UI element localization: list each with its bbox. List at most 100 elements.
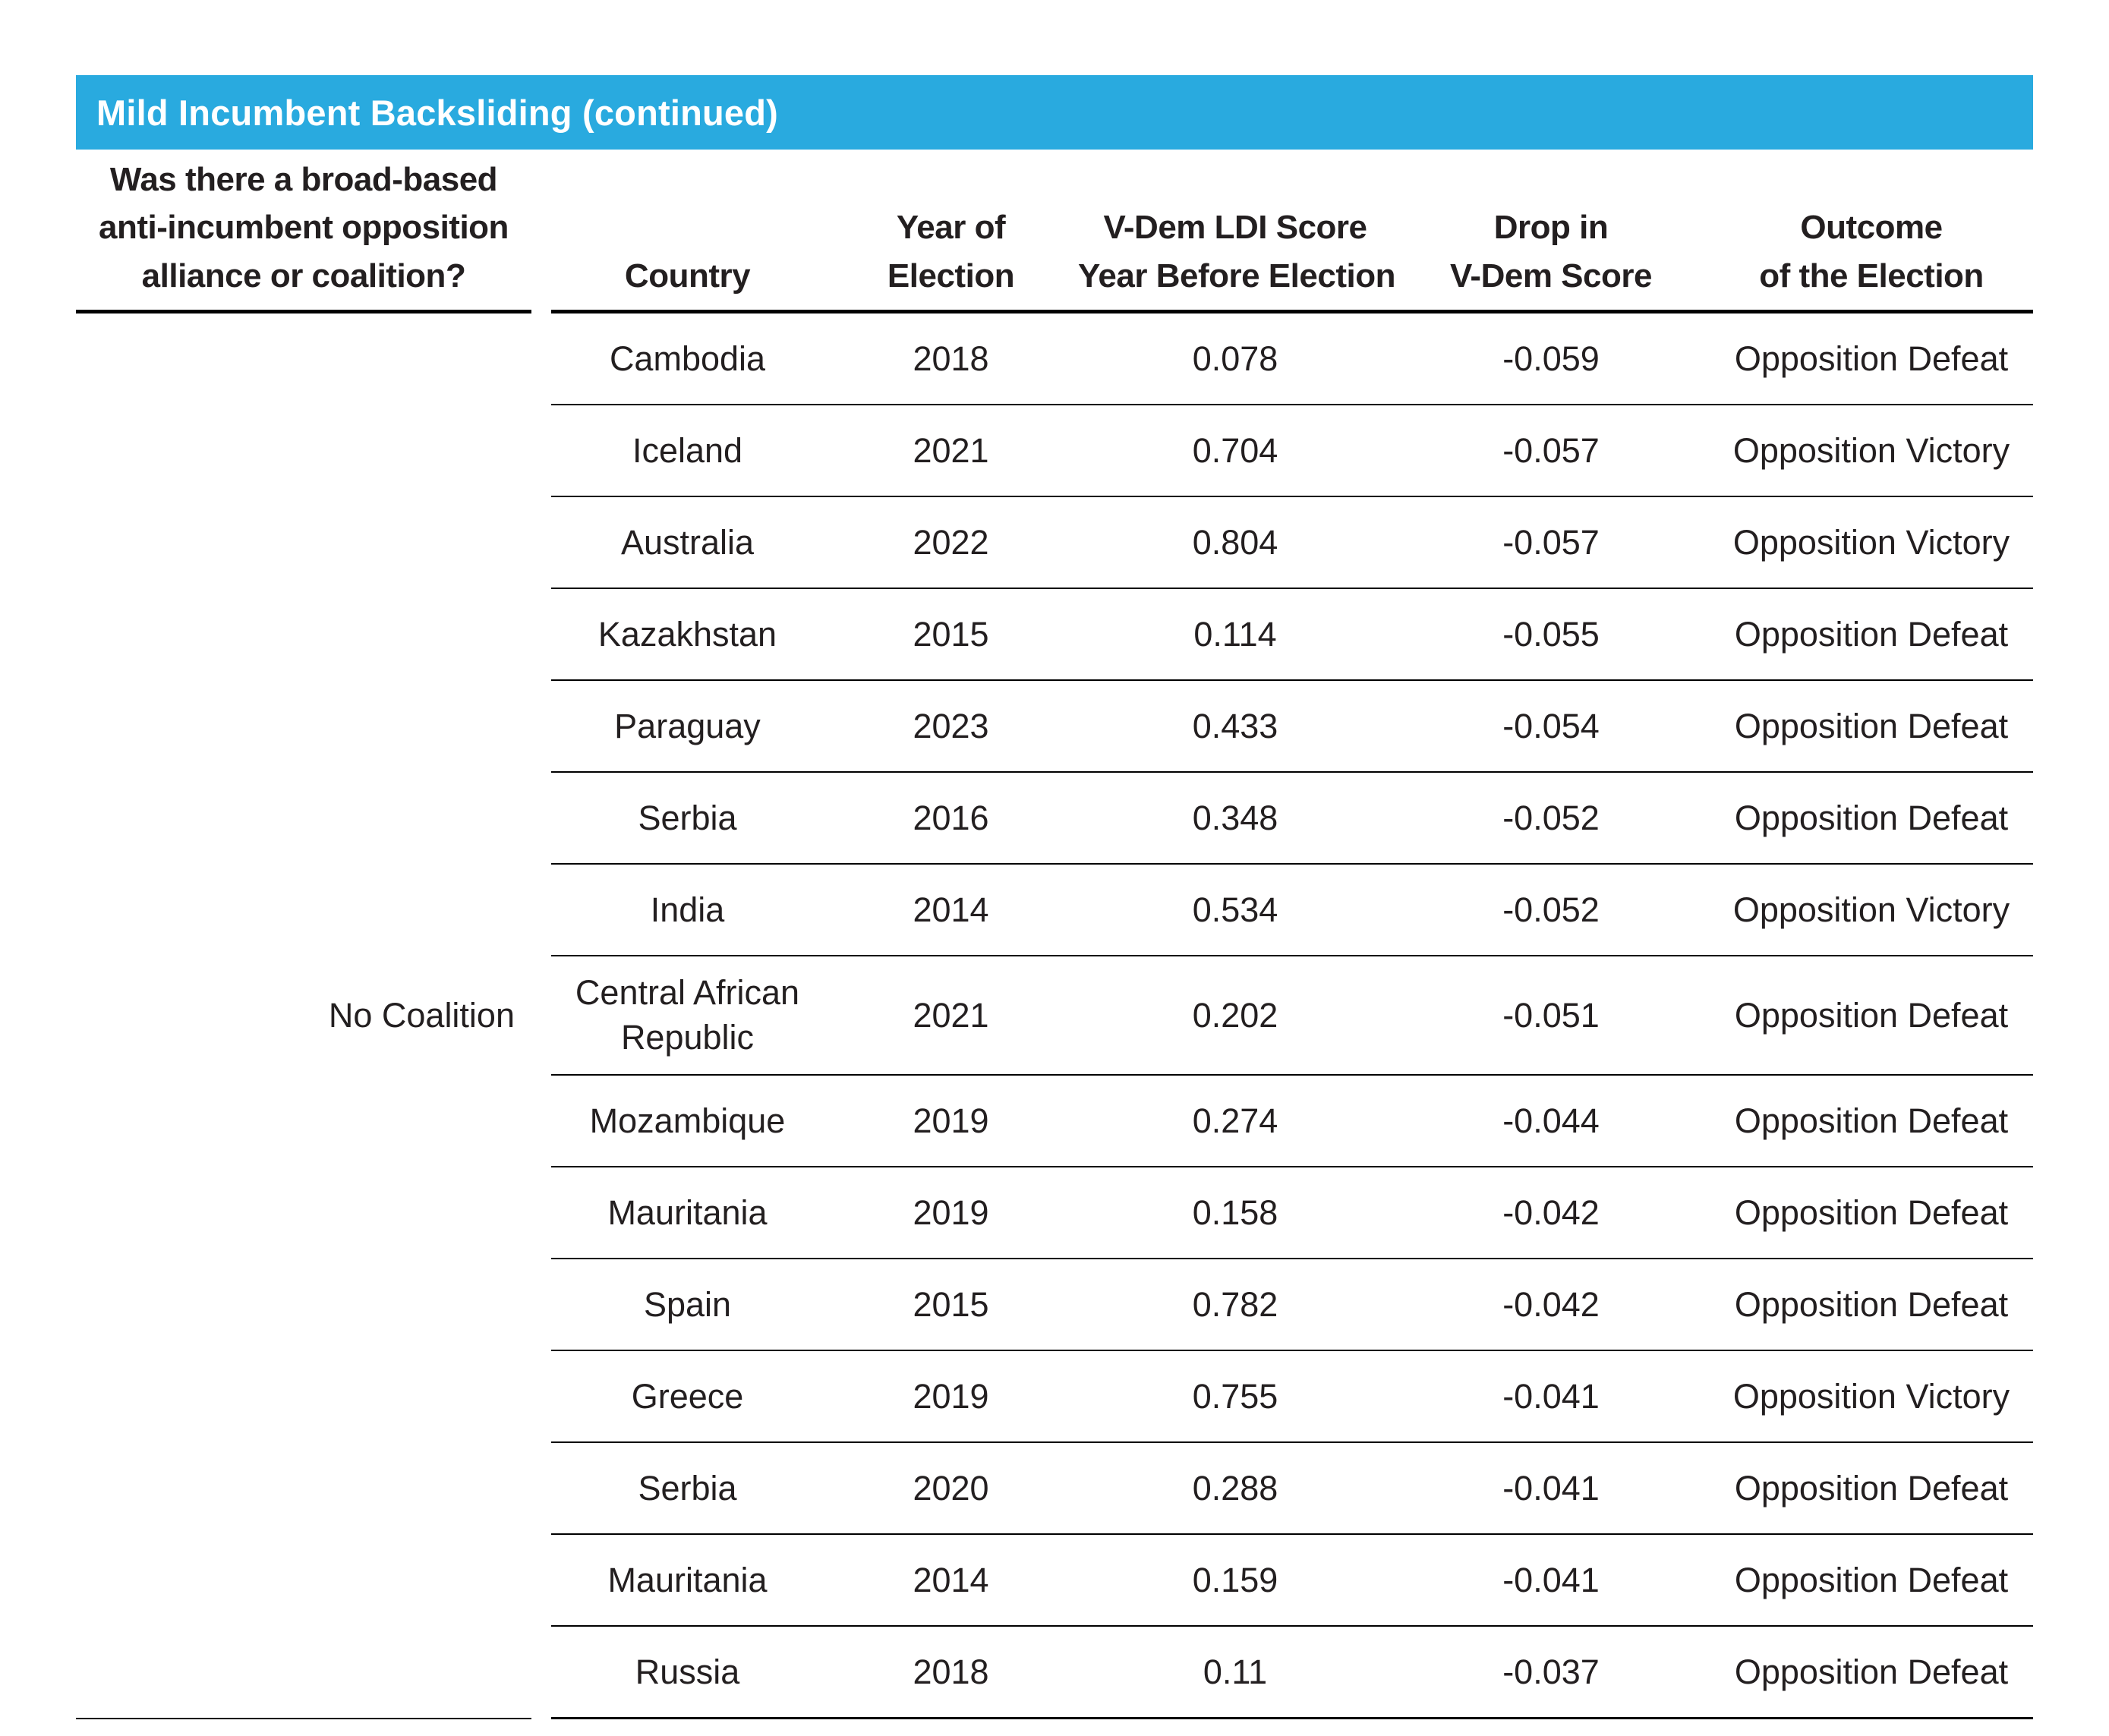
cell-election-year: 2016 [913, 798, 989, 837]
cell-country: Iceland [632, 430, 743, 470]
cell-election-year: 2021 [913, 995, 989, 1035]
cell-ldi-score: 0.078 [1192, 339, 1278, 378]
cell-outcome: Opposition Defeat [1734, 1101, 2009, 1140]
cell-outcome: Opposition Victory [1732, 430, 2010, 470]
table-row: Paraguay 2023 0.433 -0.054 Opposition De… [551, 679, 2033, 771]
cell-election-year: 2015 [913, 614, 989, 654]
table-header-row: Country Year of Election V-Dem LDI Score… [551, 150, 2033, 313]
table-row: India 2014 0.534 -0.052 Opposition Victo… [551, 863, 2033, 955]
table-title: Mild Incumbent Backsliding (continued) [96, 92, 779, 133]
cell-country: Mauritania [607, 1193, 768, 1232]
table-row: Serbia 2016 0.348 -0.052 Opposition Defe… [551, 771, 2033, 863]
cell-outcome: Opposition Defeat [1734, 1193, 2009, 1232]
cell-vdem-drop: -0.041 [1502, 1468, 1600, 1508]
cell-election-year: 2014 [913, 1560, 989, 1599]
table-row: Greece 2019 0.755 -0.041 Opposition Vict… [551, 1349, 2033, 1441]
table-row: Iceland 2021 0.704 -0.057 Opposition Vic… [551, 404, 2033, 496]
cell-country: Mozambique [589, 1101, 786, 1140]
cell-ldi-score: 0.288 [1192, 1468, 1278, 1508]
cell-election-year: 2019 [913, 1376, 989, 1416]
cell-ldi-score: 0.11 [1203, 1652, 1268, 1691]
cell-ldi-score: 0.755 [1192, 1376, 1278, 1416]
table-row: Kazakhstan 2015 0.114 -0.055 Opposition … [551, 588, 2033, 679]
cell-outcome: Opposition Defeat [1734, 1468, 2009, 1508]
cell-outcome: Opposition Defeat [1734, 798, 2009, 837]
cell-vdem-drop: -0.057 [1502, 522, 1600, 562]
cell-country: Spain [643, 1284, 732, 1324]
cell-election-year: 2019 [913, 1193, 989, 1232]
cell-country: India [650, 890, 725, 929]
cell-vdem-drop: -0.055 [1502, 614, 1600, 654]
cell-vdem-drop: -0.051 [1502, 995, 1600, 1035]
cell-ldi-score: 0.114 [1193, 614, 1277, 654]
cell-election-year: 2023 [913, 706, 989, 745]
cell-election-year: 2019 [913, 1101, 989, 1140]
coalition-group-label: No Coalition [328, 995, 515, 1035]
cell-country: Greece [631, 1376, 744, 1416]
coalition-column: Was there a broad-based anti-incumbent o… [76, 150, 531, 1719]
cell-election-year: 2020 [913, 1468, 989, 1508]
cell-vdem-drop: -0.042 [1502, 1193, 1600, 1232]
backsliding-table: Was there a broad-based anti-incumbent o… [76, 150, 2033, 1719]
coalition-column-header: Was there a broad-based anti-incumbent o… [76, 150, 531, 313]
table-row: Cambodia 2018 0.078 -0.059 Opposition De… [551, 313, 2033, 404]
cell-country: Russia [635, 1652, 740, 1691]
cell-country: Kazakhstan [597, 614, 777, 654]
cell-election-year: 2015 [913, 1284, 989, 1324]
cell-election-year: 2021 [913, 430, 989, 470]
table-row: Mauritania 2019 0.158 -0.042 Opposition … [551, 1165, 2033, 1258]
cell-ldi-score: 0.534 [1192, 890, 1278, 929]
cell-ldi-score: 0.159 [1192, 1560, 1278, 1599]
table-row: Central African Republic 2021 0.202 -0.0… [551, 955, 2033, 1074]
column-header-drop: Drop in V-Dem Score [1450, 209, 1652, 295]
cell-country: Serbia [638, 1468, 737, 1508]
cell-ldi-score: 0.782 [1192, 1284, 1278, 1324]
cell-country: Serbia [638, 798, 737, 837]
cell-outcome: Opposition Defeat [1734, 1652, 2009, 1691]
column-header-country: Country [624, 257, 751, 295]
data-table: Country Year of Election V-Dem LDI Score… [551, 150, 2033, 1719]
cell-outcome: Opposition Defeat [1734, 1560, 2009, 1599]
cell-outcome: Opposition Defeat [1734, 706, 2009, 745]
cell-country: Paraguay [614, 706, 761, 745]
cell-ldi-score: 0.704 [1192, 430, 1278, 470]
cell-outcome: Opposition Defeat [1734, 1284, 2009, 1324]
cell-vdem-drop: -0.041 [1502, 1376, 1600, 1416]
cell-election-year: 2018 [913, 1652, 989, 1691]
cell-outcome: Opposition Victory [1732, 522, 2010, 562]
cell-election-year: 2014 [913, 890, 989, 929]
cell-election-year: 2018 [913, 339, 989, 378]
cell-ldi-score: 0.433 [1192, 706, 1278, 745]
cell-ldi-score: 0.274 [1192, 1101, 1278, 1140]
cell-vdem-drop: -0.037 [1502, 1652, 1600, 1691]
table-row: Russia 2018 0.11 -0.037 Opposition Defea… [551, 1624, 2033, 1717]
table-body-rows: Cambodia 2018 0.078 -0.059 Opposition De… [551, 313, 2033, 1719]
cell-vdem-drop: -0.042 [1502, 1284, 1600, 1324]
cell-vdem-drop: -0.052 [1502, 798, 1600, 837]
cell-vdem-drop: -0.054 [1502, 706, 1600, 745]
cell-vdem-drop: -0.041 [1502, 1560, 1600, 1599]
column-header-outcome: Outcome of the Election [1759, 209, 1984, 295]
cell-ldi-score: 0.804 [1192, 522, 1278, 562]
cell-country: Australia [620, 522, 755, 562]
table-title-bar: Mild Incumbent Backsliding (continued) [76, 75, 2033, 150]
table-row: Mauritania 2014 0.159 -0.041 Opposition … [551, 1533, 2033, 1625]
coalition-group-cell: No Coalition [76, 313, 531, 1719]
cell-vdem-drop: -0.059 [1502, 339, 1600, 378]
cell-outcome: Opposition Victory [1732, 1376, 2010, 1416]
table-row: Mozambique 2019 0.274 -0.044 Opposition … [551, 1073, 2033, 1166]
cell-vdem-drop: -0.044 [1502, 1101, 1600, 1140]
cell-outcome: Opposition Defeat [1734, 339, 2009, 378]
cell-ldi-score: 0.158 [1192, 1193, 1278, 1232]
cell-outcome: Opposition Defeat [1734, 995, 2009, 1035]
table-row: Spain 2015 0.782 -0.042 Opposition Defea… [551, 1257, 2033, 1350]
cell-vdem-drop: -0.057 [1502, 430, 1600, 470]
cell-ldi-score: 0.202 [1192, 995, 1278, 1035]
cell-vdem-drop: -0.052 [1502, 890, 1600, 929]
cell-ldi-score: 0.348 [1192, 798, 1278, 837]
cell-country: Mauritania [607, 1560, 768, 1599]
cell-country: Cambodia [609, 339, 766, 378]
cell-outcome: Opposition Victory [1732, 890, 2010, 929]
cell-outcome: Opposition Defeat [1734, 614, 2009, 654]
